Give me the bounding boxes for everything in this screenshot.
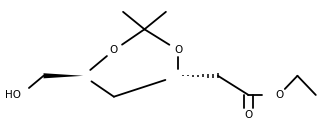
- Text: HO: HO: [5, 90, 21, 100]
- Text: O: O: [244, 110, 253, 120]
- Polygon shape: [43, 73, 83, 78]
- Text: O: O: [110, 45, 118, 55]
- Text: O: O: [174, 45, 182, 55]
- Text: O: O: [275, 90, 283, 100]
